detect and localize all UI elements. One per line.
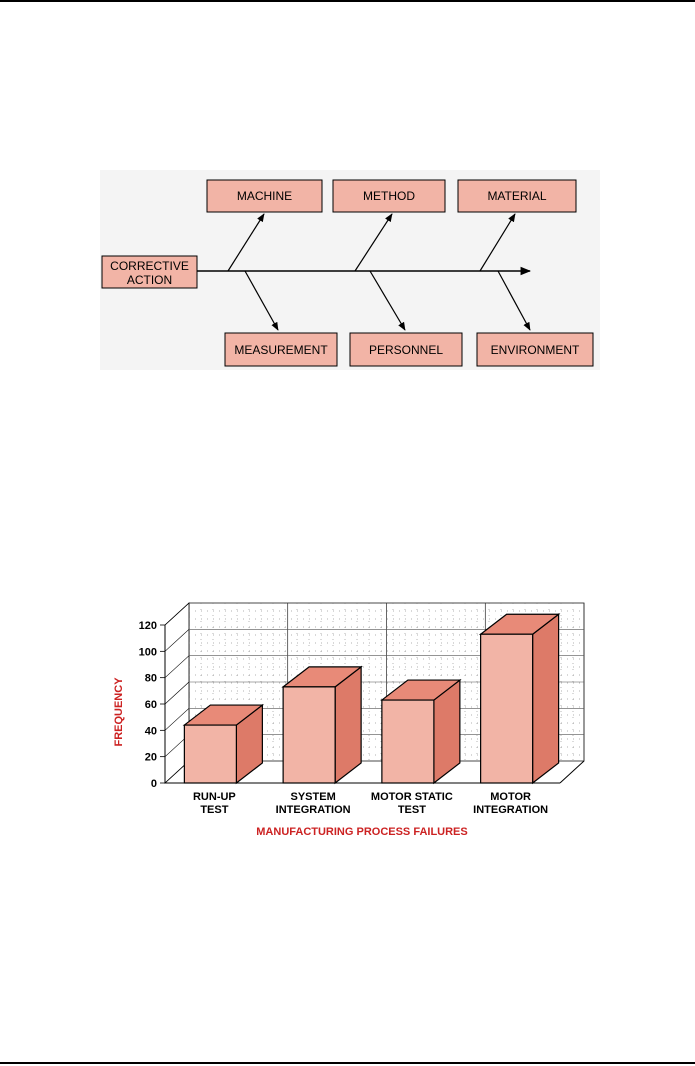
x-tick-label: RUN-UP <box>193 791 236 803</box>
cause-label-environment: ENVIRONMENT <box>491 343 580 357</box>
chart-labels: 020406080100120RUN-UPTESTSYSTEMINTEGRATI… <box>139 620 549 816</box>
bottom-rule <box>0 1062 695 1064</box>
cause-box-material: MATERIAL <box>457 179 577 213</box>
bar-front <box>381 699 435 784</box>
head-box: CORRECTIVE ACTION <box>101 255 198 289</box>
cause-label-measurement: MEASUREMENT <box>234 343 328 357</box>
cause-label-method: METHOD <box>363 189 415 203</box>
x-tick-label: MOTOR STATIC <box>371 791 453 803</box>
x-tick-label: INTEGRATION <box>276 804 351 816</box>
head-label-line-2: ACTION <box>127 273 172 287</box>
branch-material <box>479 213 516 272</box>
branch-method <box>354 213 393 272</box>
floor-edge <box>559 760 585 784</box>
bar-front <box>282 686 336 784</box>
bar <box>478 612 561 785</box>
y-tick-label: 40 <box>145 725 157 737</box>
grid-line-major-side <box>164 602 190 626</box>
chart-bars <box>182 612 561 785</box>
bar <box>380 678 462 785</box>
y-tick-label: 0 <box>151 778 157 790</box>
y-tick-label: 80 <box>145 673 157 685</box>
y-tick-label: 100 <box>139 646 157 658</box>
cause-label-personnel: PERSONNEL <box>369 343 443 357</box>
x-axis-label: MANUFACTURING PROCESS FAILURES <box>256 826 467 838</box>
top-rule <box>0 0 695 2</box>
grid-line-major-side <box>164 708 190 731</box>
branch-measurement <box>244 270 279 331</box>
y-tick-label: 120 <box>139 620 157 632</box>
fishbone-diagram: CORRECTIVE ACTION MACHINE METHOD MATERIA… <box>100 170 600 370</box>
y-axis-label: FREQUENCY <box>113 677 125 747</box>
head-label-line-1: CORRECTIVE <box>110 259 189 273</box>
cause-box-personnel: PERSONNEL <box>349 332 463 367</box>
grid-line-major-side <box>164 629 190 652</box>
cause-box-machine: MACHINE <box>206 179 323 213</box>
bar <box>281 665 363 785</box>
x-tick-label: TEST <box>398 804 426 816</box>
grid-line-major-side <box>164 681 190 705</box>
bar-front <box>480 633 534 784</box>
grid-line-major-side <box>164 655 190 678</box>
cause-box-measurement: MEASUREMENT <box>224 332 338 367</box>
bar-front <box>183 724 237 784</box>
cause-box-environment: ENVIRONMENT <box>476 332 594 367</box>
cause-label-material: MATERIAL <box>487 189 546 203</box>
y-tick-label: 20 <box>145 752 157 764</box>
x-tick-label: MOTOR <box>490 791 531 803</box>
x-tick-label: INTEGRATION <box>473 804 548 816</box>
cause-box-method: METHOD <box>332 179 446 213</box>
branch-environment <box>497 270 531 331</box>
bar <box>182 703 265 785</box>
branch-machine <box>227 213 265 272</box>
cause-label-machine: MACHINE <box>237 189 292 203</box>
x-tick-label: TEST <box>200 804 228 816</box>
y-tick-label: 60 <box>145 699 157 711</box>
x-tick-label: SYSTEM <box>291 791 336 803</box>
branch-personnel <box>369 270 406 331</box>
bar-side <box>532 612 560 785</box>
